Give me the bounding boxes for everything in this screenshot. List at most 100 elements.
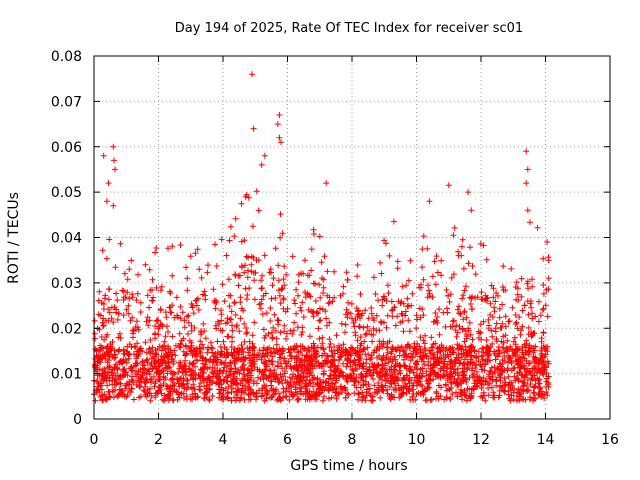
data-point [171,314,178,321]
data-point [409,393,416,400]
data-point [444,387,451,394]
data-point [319,334,326,341]
data-point [160,353,167,360]
data-point [478,336,485,343]
data-point [106,309,113,316]
data-point [273,341,280,348]
data-point [514,291,521,298]
data-point [182,352,189,359]
data-point [200,395,207,402]
data-point [431,354,438,361]
data-point [96,326,103,333]
data-point [358,375,364,382]
data-point [360,324,367,331]
data-point [545,275,552,282]
y-axis-label: ROTI / TECUs [6,192,22,284]
data-point [437,393,444,400]
data-point [199,341,205,348]
data-point [505,359,511,366]
data-point [432,358,439,365]
data-point [245,267,251,274]
data-point [227,223,234,230]
data-point [450,232,457,239]
data-point [275,277,282,284]
data-point [141,362,148,369]
data-point [274,397,281,404]
data-point [112,361,119,368]
data-point [236,370,243,377]
data-point [298,331,305,338]
data-point [226,237,233,244]
data-point [313,389,320,396]
data-point [177,344,184,351]
data-point [144,314,151,321]
data-point [529,376,536,383]
data-point [281,328,288,335]
data-point [259,285,266,291]
data-point [232,311,239,318]
data-point [215,386,222,393]
data-point [232,271,239,278]
data-point [213,380,219,387]
data-point [348,300,355,307]
data-point [326,319,333,326]
data-point [217,327,224,334]
data-point [413,312,420,319]
data-point [126,381,133,388]
data-point [253,396,259,403]
data-point [167,349,174,356]
data-point [137,384,143,391]
data-point [296,379,303,386]
data-point [129,291,136,298]
data-point [167,390,174,397]
data-point [409,290,416,297]
data-point [375,380,382,386]
data-point [396,352,403,359]
data-point [314,344,321,351]
data-point [442,381,449,388]
data-point [154,368,161,375]
data-point [525,344,532,351]
data-point [488,364,495,371]
data-point [193,297,200,303]
data-point [531,357,538,364]
data-point [280,373,287,380]
data-point [100,323,107,329]
data-point [289,331,296,337]
data-point [104,382,111,389]
data-point [359,310,366,317]
data-point [448,384,455,391]
data-point [265,330,272,337]
data-point [298,307,305,314]
data-point [376,373,383,380]
data-point [229,327,236,334]
data-point [302,257,308,264]
data-point [413,361,420,368]
data-point [453,354,460,361]
data-point [420,233,427,240]
data-point [464,359,471,366]
data-point [197,366,204,373]
data-point [161,397,168,404]
data-point [458,243,465,250]
data-point [144,292,151,299]
data-point [540,330,547,336]
data-point [117,380,124,387]
data-point [94,366,101,373]
data-point [463,335,470,342]
data-point [329,352,336,359]
data-point [527,360,533,367]
data-point [197,387,204,394]
data-point [239,385,246,392]
data-point [475,328,482,335]
data-point [232,215,239,222]
data-point [227,359,234,366]
data-point [355,391,362,398]
data-point [96,288,103,295]
data-point [469,293,476,300]
data-point [95,297,102,304]
data-point [489,333,496,340]
data-point [139,358,146,365]
data-point [325,380,332,387]
data-point [347,310,354,317]
